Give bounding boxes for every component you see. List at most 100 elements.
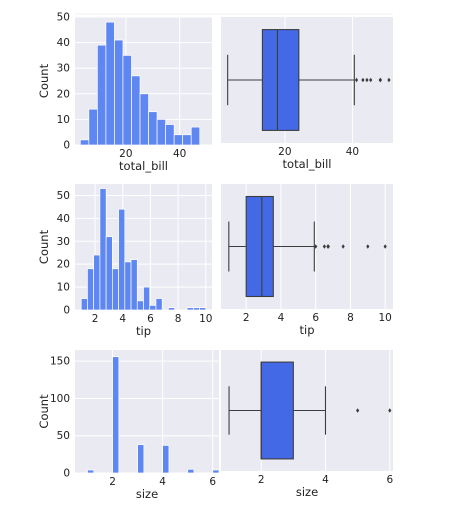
outlier-point bbox=[322, 244, 326, 249]
x-tick-label: 4 bbox=[278, 312, 285, 324]
x-tick-label: 6 bbox=[209, 476, 216, 488]
panel-2: 20 40 total_bill bbox=[221, 17, 393, 171]
outlier-point bbox=[365, 77, 369, 83]
histogram-bar bbox=[112, 268, 119, 311]
x-tick-label: 6 bbox=[312, 312, 319, 324]
y-tick-label: 0 bbox=[63, 140, 70, 152]
histogram-bar bbox=[97, 44, 107, 146]
histogram-bar bbox=[99, 188, 107, 311]
histogram-bar bbox=[136, 300, 144, 311]
outlier-point bbox=[383, 244, 387, 249]
histogram-bar bbox=[168, 307, 175, 311]
x-axis-label: total_bill bbox=[283, 157, 332, 171]
x-tick-label: 20 bbox=[278, 146, 291, 158]
y-tick-label: 0 bbox=[63, 468, 70, 480]
x-axis-label: total_bill bbox=[119, 159, 168, 173]
panel-1: 20 40 total_bill 0 10 20 30 40 50 Count bbox=[37, 12, 212, 173]
x-axis-label: tip bbox=[299, 323, 314, 337]
y-tick-label: 0 bbox=[63, 305, 70, 317]
histogram-bar bbox=[156, 119, 166, 146]
histogram-bar bbox=[149, 305, 157, 311]
x-tick-label: 4 bbox=[322, 474, 329, 486]
x-tick-label: 8 bbox=[347, 312, 354, 324]
histogram-bar bbox=[87, 469, 95, 474]
histogram-bar bbox=[173, 134, 184, 146]
y-tick-label: 30 bbox=[57, 236, 70, 248]
y-tick-label: 10 bbox=[57, 114, 70, 126]
histogram-bar bbox=[143, 286, 151, 311]
y-tick-label: 20 bbox=[57, 259, 70, 271]
x-axis-label: size bbox=[296, 485, 318, 499]
x-tick-label: 6 bbox=[386, 474, 393, 486]
x-axis-label: tip bbox=[136, 324, 151, 338]
histogram-bar bbox=[79, 139, 90, 146]
x-tick-label: 2 bbox=[92, 313, 99, 325]
x-tick-label: 8 bbox=[175, 313, 182, 325]
y-tick-label: 40 bbox=[57, 37, 70, 49]
x-tick-label: 6 bbox=[147, 313, 154, 325]
histogram-bar bbox=[122, 55, 132, 146]
histogram-bar bbox=[162, 445, 170, 474]
outlier-point bbox=[361, 77, 365, 83]
histogram-bar bbox=[93, 254, 101, 311]
histogram-bar bbox=[199, 307, 207, 311]
histogram-bar bbox=[105, 21, 115, 146]
outlier-point bbox=[387, 77, 391, 83]
x-tick-label: 4 bbox=[119, 313, 126, 325]
y-tick-label: 100 bbox=[50, 393, 70, 405]
x-tick-label: 20 bbox=[119, 148, 132, 160]
histogram-bar bbox=[130, 259, 138, 311]
x-tick-label: 40 bbox=[173, 148, 186, 160]
outlier-point bbox=[314, 244, 318, 249]
box-iqr bbox=[245, 195, 274, 298]
histogram-bar bbox=[155, 298, 163, 311]
x-tick-label: 10 bbox=[199, 313, 212, 325]
histogram-bar bbox=[137, 444, 145, 474]
y-axis-label: Count bbox=[37, 63, 51, 98]
y-tick-label: 50 bbox=[57, 12, 70, 24]
panel-6: 2 4 6 size bbox=[221, 350, 393, 499]
plot-background bbox=[75, 350, 219, 473]
outlier-point bbox=[354, 77, 359, 83]
histogram-bar bbox=[186, 307, 194, 311]
y-tick-label: 50 bbox=[57, 190, 70, 202]
box-iqr bbox=[261, 29, 300, 131]
outlier-point bbox=[388, 408, 392, 413]
outlier-point bbox=[356, 408, 360, 413]
panel-3: 2 4 6 8 10 tip 0 10 20 30 40 50 Count bbox=[37, 184, 212, 338]
histogram-bar bbox=[131, 75, 141, 146]
outlier-point bbox=[341, 244, 345, 249]
histogram-bar bbox=[105, 236, 113, 311]
outlier-point bbox=[326, 244, 330, 249]
box-iqr bbox=[260, 361, 294, 460]
histogram-bar bbox=[80, 298, 88, 311]
histogram-bar bbox=[182, 134, 192, 146]
y-tick-label: 10 bbox=[57, 282, 70, 294]
outlier-point bbox=[378, 77, 383, 83]
outlier-point bbox=[366, 244, 370, 249]
y-tick-label: 50 bbox=[57, 430, 70, 442]
x-axis-label: size bbox=[136, 487, 158, 501]
x-tick-label: 10 bbox=[378, 312, 391, 324]
x-tick-label: 2 bbox=[258, 474, 265, 486]
histogram-bar bbox=[88, 108, 98, 146]
x-tick-label: 2 bbox=[243, 312, 250, 324]
histogram-bar bbox=[148, 111, 158, 146]
y-tick-label: 20 bbox=[57, 88, 70, 100]
y-axis-label: Count bbox=[37, 394, 51, 429]
histogram-bar bbox=[114, 39, 124, 146]
histogram-bar bbox=[187, 468, 195, 474]
outlier-point bbox=[369, 77, 373, 83]
x-tick-label: 40 bbox=[346, 146, 359, 158]
histogram-bar bbox=[139, 93, 149, 146]
histogram-bar bbox=[87, 268, 95, 311]
histogram-bar bbox=[212, 469, 220, 474]
x-tick-label: 2 bbox=[109, 476, 116, 488]
panel-5: 2 4 6 size 0 50 100 150 Count bbox=[37, 350, 220, 501]
histogram-bar bbox=[192, 307, 200, 311]
x-tick-label: 4 bbox=[159, 476, 166, 488]
y-tick-label: 150 bbox=[50, 356, 70, 368]
histogram-bar bbox=[190, 126, 201, 146]
histogram-bar bbox=[112, 356, 120, 474]
